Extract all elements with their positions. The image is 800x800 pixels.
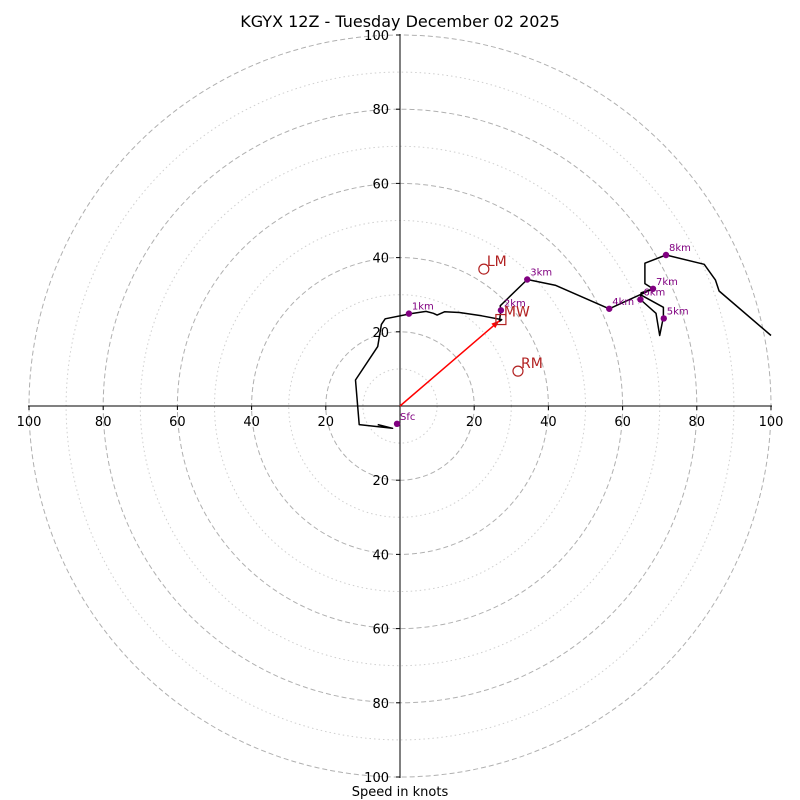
x-tick-label: 60: [169, 415, 186, 430]
tick-labels: 100 80 60 40 20 20 40 60 80 100 100 80 60 40 20 20 40 60 8…: [17, 29, 784, 786]
y-tick-label: 80: [372, 697, 389, 712]
x-tick-label: 100: [759, 415, 784, 430]
height-marker-8km: [662, 251, 670, 259]
chart-title: KGYX 12Z - Tuesday December 02 2025: [240, 12, 560, 31]
y-tick-label: 40: [372, 252, 389, 267]
storm-motion-RM: [512, 365, 524, 377]
storm-motion-MW: [495, 313, 507, 326]
x-tick-label: 60: [614, 415, 631, 430]
storm-motions: LM MW RM: [478, 254, 543, 377]
y-tick-label: 60: [372, 177, 389, 192]
x-tick-label: 40: [540, 415, 557, 430]
y-tick-label: 60: [372, 623, 389, 638]
y-tick-label: 20: [372, 326, 389, 341]
height-label-4km: 4km: [612, 297, 634, 308]
x-tick-label: 80: [95, 415, 112, 430]
height-marker-2km: [497, 307, 505, 314]
height-label-3km: 3km: [530, 267, 552, 278]
height-label-1km: 1km: [412, 302, 434, 313]
storm-motion-label-RM: RM: [521, 356, 543, 372]
x-tick-label: 20: [318, 415, 335, 430]
height-label-8km: 8km: [669, 243, 691, 254]
storm-motion-label-LM: LM: [487, 254, 507, 270]
y-tick-label: 40: [372, 548, 389, 563]
height-marker-3km: [524, 276, 531, 283]
hodograph-series: [354, 254, 772, 430]
x-tick-label: 80: [689, 415, 706, 430]
height-marker-6km: [637, 296, 644, 303]
x-tick-label: 20: [466, 415, 483, 430]
height-marker-5km: [660, 315, 667, 322]
storm-motion-label-MW: MW: [504, 305, 530, 321]
height-label-6km: 6km: [643, 288, 665, 299]
x-tick-label: 100: [17, 415, 42, 430]
height-label-Sfc: Sfc: [400, 412, 415, 423]
y-tick-label: 100: [364, 29, 389, 44]
y-tick-label: 20: [372, 474, 389, 489]
height-marker-7km: [649, 285, 657, 292]
x-tick-label: 40: [243, 415, 260, 430]
height-marker-Sfc: [393, 420, 401, 428]
height-marker-1km: [405, 310, 413, 317]
y-tick-label: 80: [372, 103, 389, 118]
shear-vector-line: [399, 320, 500, 407]
height-label-5km: 5km: [667, 306, 689, 317]
height-marker-4km: [606, 305, 613, 312]
hodograph-line: [354, 254, 772, 430]
x-axis-label: Speed in knots: [352, 785, 449, 800]
storm-motion-LM: [478, 263, 490, 275]
height-label-7km: 7km: [656, 277, 678, 288]
y-tick-label: 100: [364, 771, 389, 786]
height-label-2km: 2km: [504, 298, 526, 309]
